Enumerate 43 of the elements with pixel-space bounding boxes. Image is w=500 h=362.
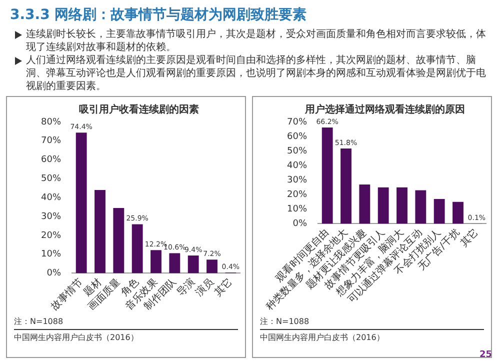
bar: [322, 128, 333, 224]
y-tick-label: 20%: [286, 190, 308, 200]
bar: [415, 190, 426, 224]
y-tick-label: 80%: [40, 117, 62, 128]
text: 中国网生内容用户白皮书（2016）: [260, 329, 484, 343]
bar: [188, 255, 199, 274]
text: 注：N=1088: [260, 316, 310, 327]
chart-title: 吸引用户收看连续剧的因素: [79, 104, 199, 116]
bar: [378, 187, 389, 224]
bar: [396, 187, 408, 224]
text: 3.3.3 网络剧：故事情节与题材为网剧致胜要素: [10, 6, 307, 24]
y-tick-label: 10%: [40, 250, 62, 260]
y-tick-label: 20%: [40, 230, 62, 241]
bar: [340, 148, 352, 224]
text: 注：N=1088: [14, 316, 64, 327]
bar: [169, 253, 180, 274]
y-tick-label: 60%: [40, 155, 62, 166]
bar: [206, 260, 218, 274]
y-tick-label: 0%: [292, 219, 308, 230]
y-tick-label: 30%: [286, 175, 308, 186]
y-tick-label: 60%: [286, 132, 308, 142]
chart-title: 用户选择通过网络观看连续剧的原因: [304, 104, 465, 116]
bar: [94, 190, 106, 274]
y-tick-label: 30%: [40, 212, 62, 222]
y-tick-label: 10%: [286, 204, 308, 215]
bar: [434, 199, 445, 224]
text: 连续剧时长较长，主要靠故事情节吸引用户，其次是题材，受众对画面质量和角色相对而言要求较低，体现了连续剧对故事和题材的依赖。: [26, 29, 486, 53]
text: 人们通过网络观看连续剧的主要原因是观看时间自由和选择的多样性，其次网剧的题材、故事情节、脑洞、弹幕互动评论也是人们观看网剧的重要原因，也说明了网剧本身的网感和互动观看体验是网剧优于电视剧的重要因素。: [26, 55, 486, 92]
bar: [359, 184, 370, 224]
text: 中国网生内容用户白皮书（2016）: [14, 329, 238, 343]
y-tick-label: 70%: [286, 117, 308, 128]
bar: [132, 224, 143, 274]
text: 25: [479, 350, 492, 360]
y-tick-label: 50%: [40, 174, 62, 184]
y-tick-label: 0%: [46, 268, 62, 279]
bar: [452, 202, 464, 224]
bar: [76, 132, 87, 274]
y-tick-label: 40%: [286, 160, 308, 171]
y-tick-label: 70%: [40, 136, 62, 146]
bar: [113, 208, 124, 274]
y-tick-label: 50%: [286, 146, 308, 156]
y-tick-label: 40%: [40, 192, 62, 203]
bar: [150, 250, 162, 274]
